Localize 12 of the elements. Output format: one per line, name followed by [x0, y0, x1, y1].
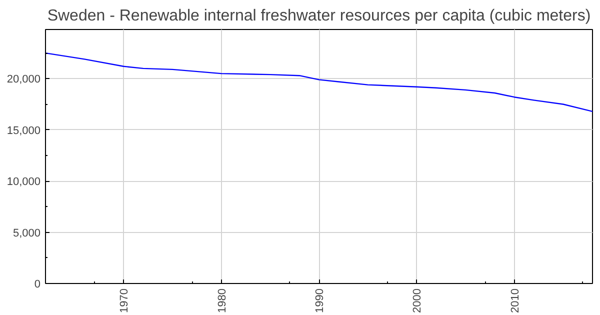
y-tick-label: 10,000: [6, 176, 41, 188]
x-tick-label: 2010: [509, 288, 522, 313]
x-tick-label: 1990: [314, 288, 326, 313]
x-tick-label: 1980: [216, 288, 228, 313]
chart-title: Sweden - Renewable internal freshwater resources per capita (cubic meters): [47, 8, 591, 24]
line-series: [46, 52, 592, 112]
y-tick-label: 15,000: [6, 124, 41, 137]
y-tick-label: 5,000: [12, 227, 41, 240]
x-tick-label: 1970: [118, 288, 131, 313]
y-tick-label: 20,000: [6, 74, 41, 86]
x-tick-label: 2000: [412, 288, 424, 313]
y-tick-label: 0: [34, 278, 41, 290]
